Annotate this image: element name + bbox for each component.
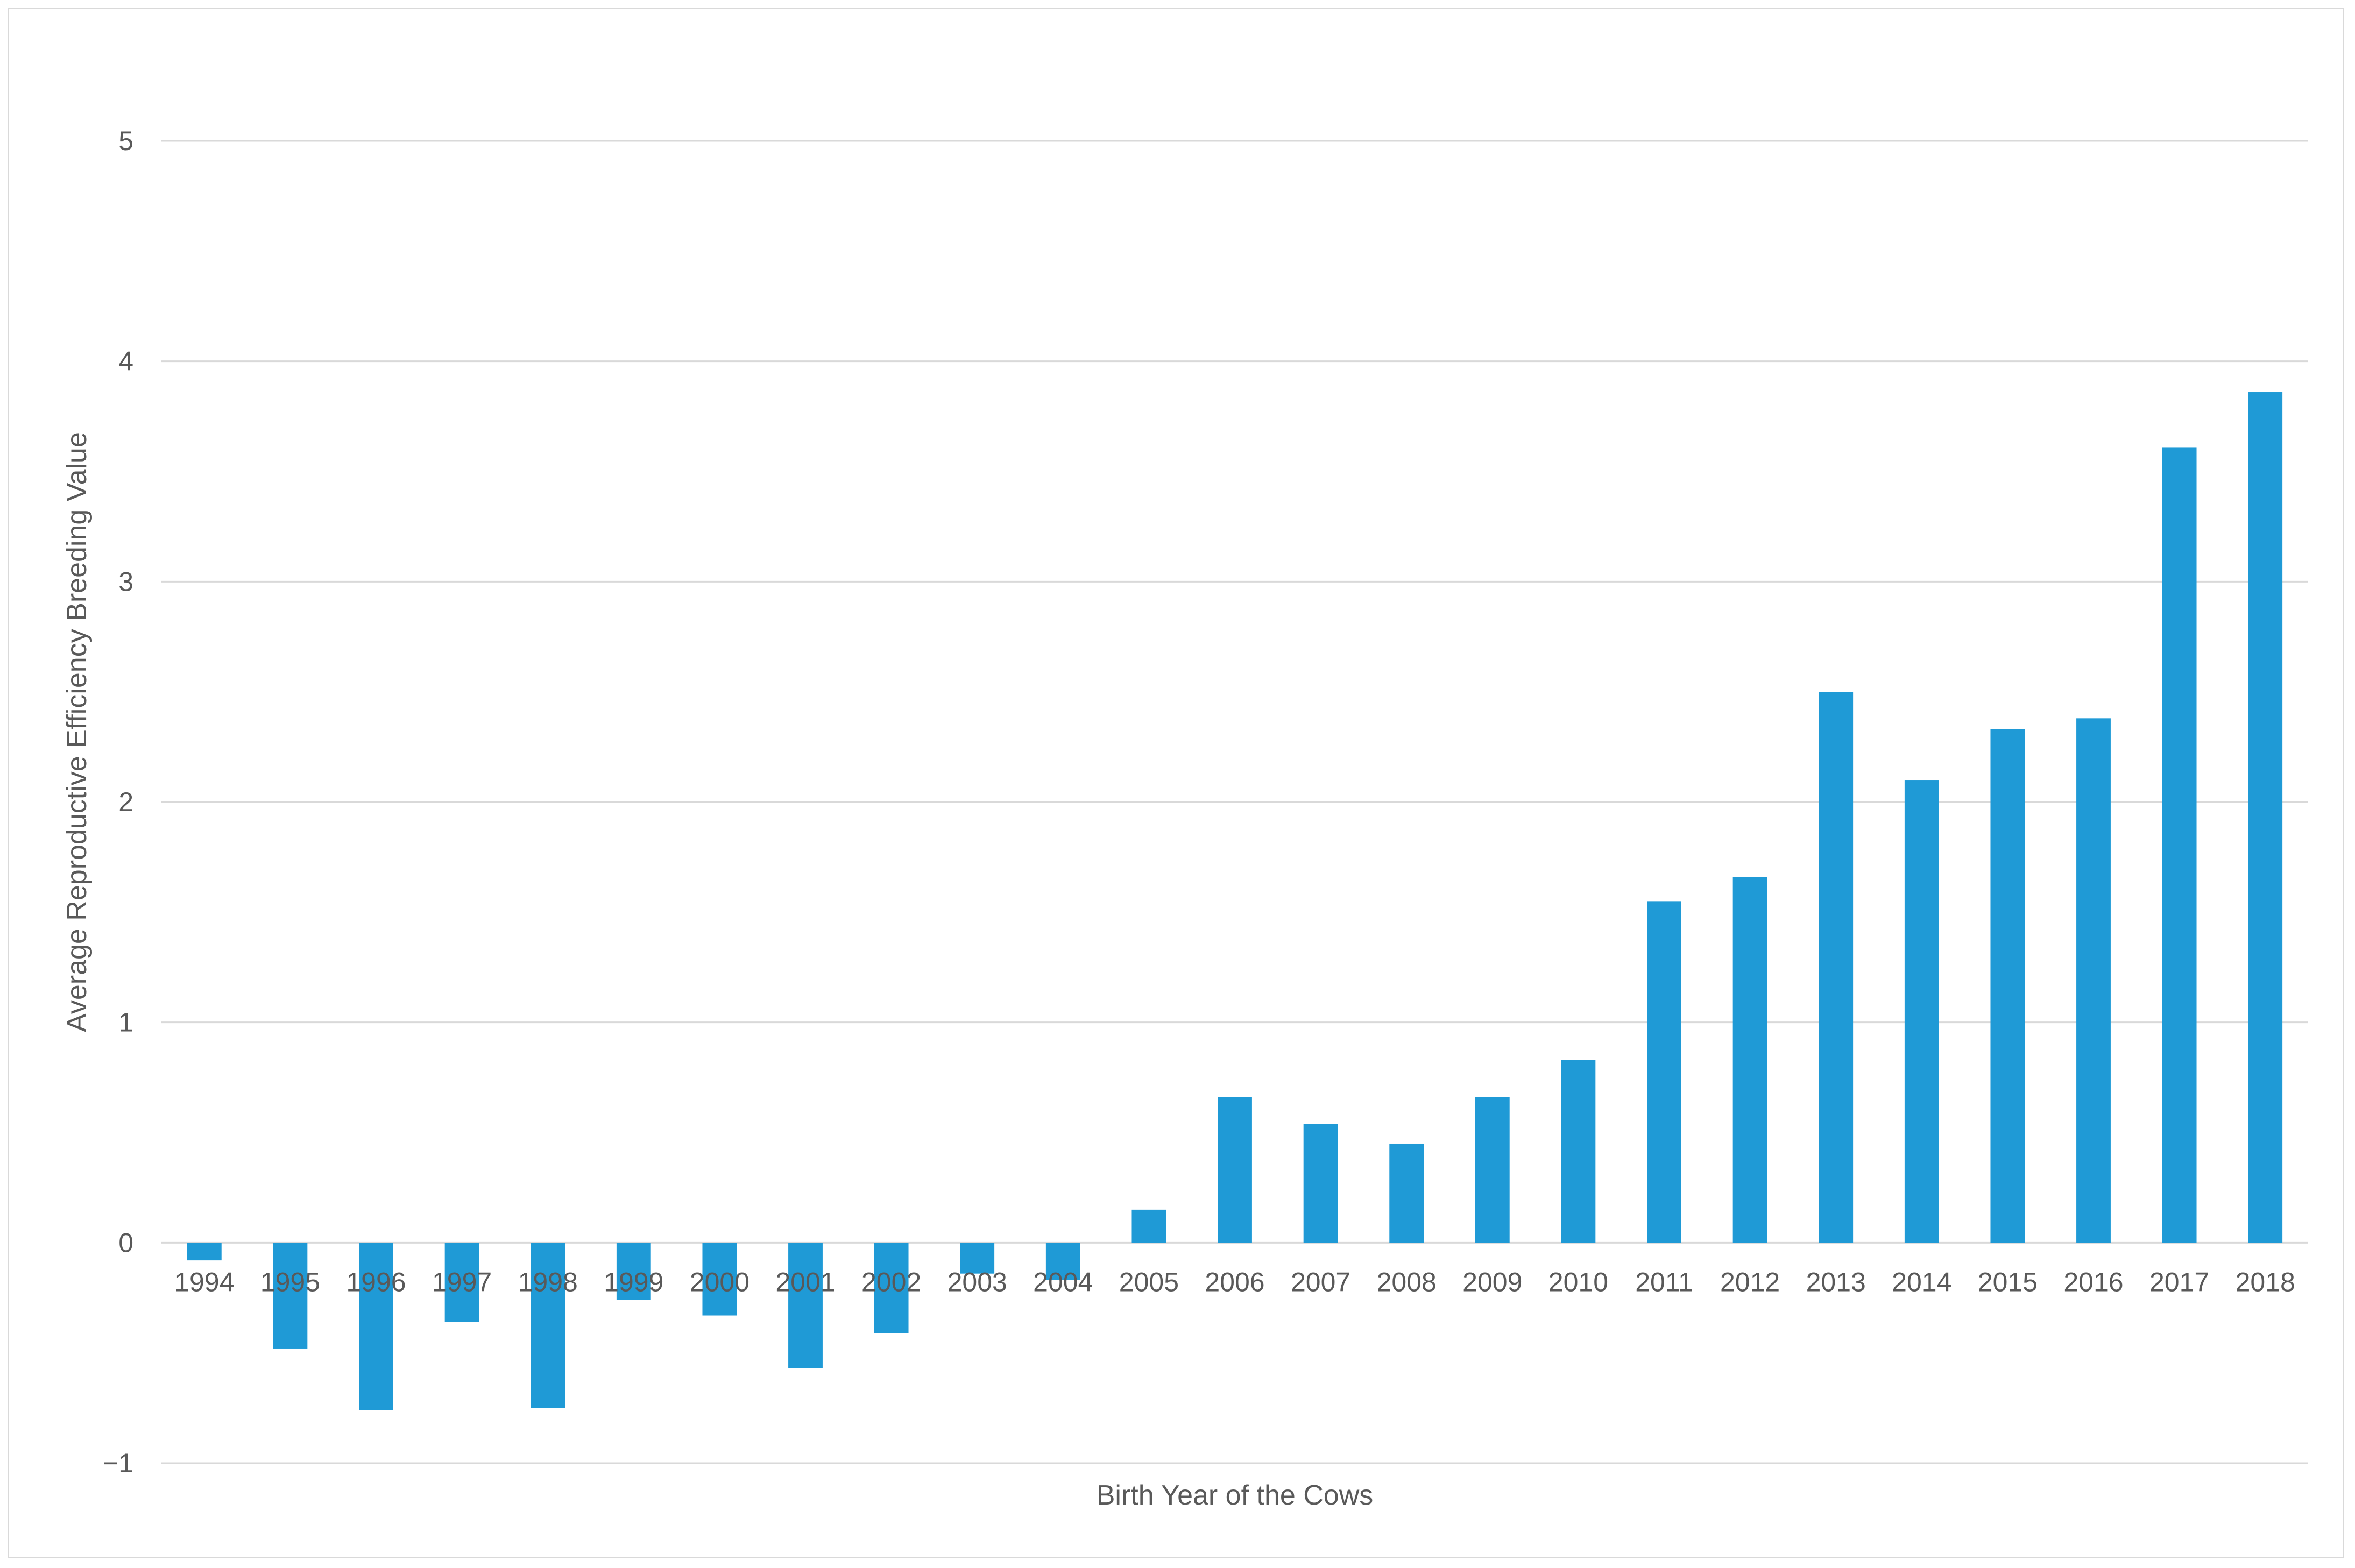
x-tick-label: 1994 (174, 1267, 234, 1297)
y-axis-ticks: −1 0 1 2 3 4 5 (103, 126, 133, 1478)
x-axis-title: Birth Year of the Cows (1097, 1480, 1374, 1511)
y-tick-label: 2 (118, 787, 133, 817)
bar-1995 (273, 1243, 308, 1349)
bar-2015 (1990, 729, 2025, 1243)
bar-1996 (359, 1243, 393, 1410)
bar-2016 (2076, 718, 2111, 1243)
x-tick-label: 2004 (1033, 1267, 1093, 1297)
bar-2008 (1389, 1143, 1424, 1243)
bar-2018 (2248, 392, 2283, 1243)
bar-2006 (1218, 1097, 1252, 1243)
bar-2009 (1475, 1097, 1510, 1243)
x-tick-label: 2012 (1720, 1267, 1780, 1297)
x-tick-label: 2003 (947, 1267, 1007, 1297)
bar-2011 (1647, 901, 1681, 1243)
x-tick-label: 1995 (260, 1267, 320, 1297)
chart-frame (8, 8, 2344, 1558)
y-tick-label: 0 (118, 1228, 133, 1258)
bar-2007 (1303, 1124, 1338, 1243)
x-tick-label: 2013 (1806, 1267, 1866, 1297)
x-tick-label: 2001 (775, 1267, 835, 1297)
bar-1999 (616, 1243, 651, 1300)
y-tick-label: −1 (103, 1448, 133, 1478)
y-tick-label: 3 (118, 566, 133, 597)
bar-2003 (960, 1243, 995, 1274)
x-tick-label: 2010 (1548, 1267, 1608, 1297)
bar-2014 (1904, 780, 1939, 1243)
x-tick-label: 2018 (2236, 1267, 2295, 1297)
x-tick-label: 2006 (1205, 1267, 1264, 1297)
x-tick-label: 2011 (1635, 1267, 1693, 1297)
y-tick-label: 4 (118, 346, 133, 377)
x-tick-label: 2007 (1291, 1267, 1350, 1297)
bar-1994 (187, 1243, 222, 1261)
bar-2005 (1131, 1209, 1166, 1243)
x-tick-label: 2002 (861, 1267, 921, 1297)
x-tick-label: 2000 (690, 1267, 749, 1297)
x-tick-label: 1998 (518, 1267, 578, 1297)
bar-2004 (1045, 1243, 1080, 1280)
y-tick-label: 1 (118, 1008, 133, 1038)
bars (187, 392, 2283, 1410)
x-tick-label: 2009 (1462, 1267, 1522, 1297)
bar-2012 (1732, 877, 1767, 1243)
x-tick-label: 2014 (1892, 1267, 1951, 1297)
x-tick-label: 1997 (432, 1267, 492, 1297)
bar-2001 (788, 1243, 823, 1368)
bar-1997 (444, 1243, 479, 1322)
bar-2017 (2162, 447, 2197, 1243)
gridlines (161, 140, 2308, 1464)
x-tick-label: 2016 (2063, 1267, 2123, 1297)
x-tick-label: 1996 (346, 1267, 406, 1297)
x-tick-label: 2005 (1119, 1267, 1179, 1297)
x-tick-label: 2017 (2149, 1267, 2209, 1297)
x-tick-label: 2008 (1377, 1267, 1437, 1297)
bar-1998 (531, 1243, 565, 1408)
bar-2002 (874, 1243, 909, 1333)
bar-2010 (1561, 1060, 1596, 1243)
x-axis-ticks: 1994 1995 1996 1997 1998 1999 2000 2001 2002 2003… (174, 1267, 2295, 1297)
x-tick-label: 1999 (604, 1267, 663, 1297)
x-tick-label: 2015 (1978, 1267, 2038, 1297)
bar-2013 (1819, 692, 1854, 1243)
y-axis-title: Average Reproductive Efficiency Breeding… (61, 432, 93, 1032)
bar-2000 (702, 1243, 737, 1316)
y-tick-label: 5 (118, 126, 133, 156)
